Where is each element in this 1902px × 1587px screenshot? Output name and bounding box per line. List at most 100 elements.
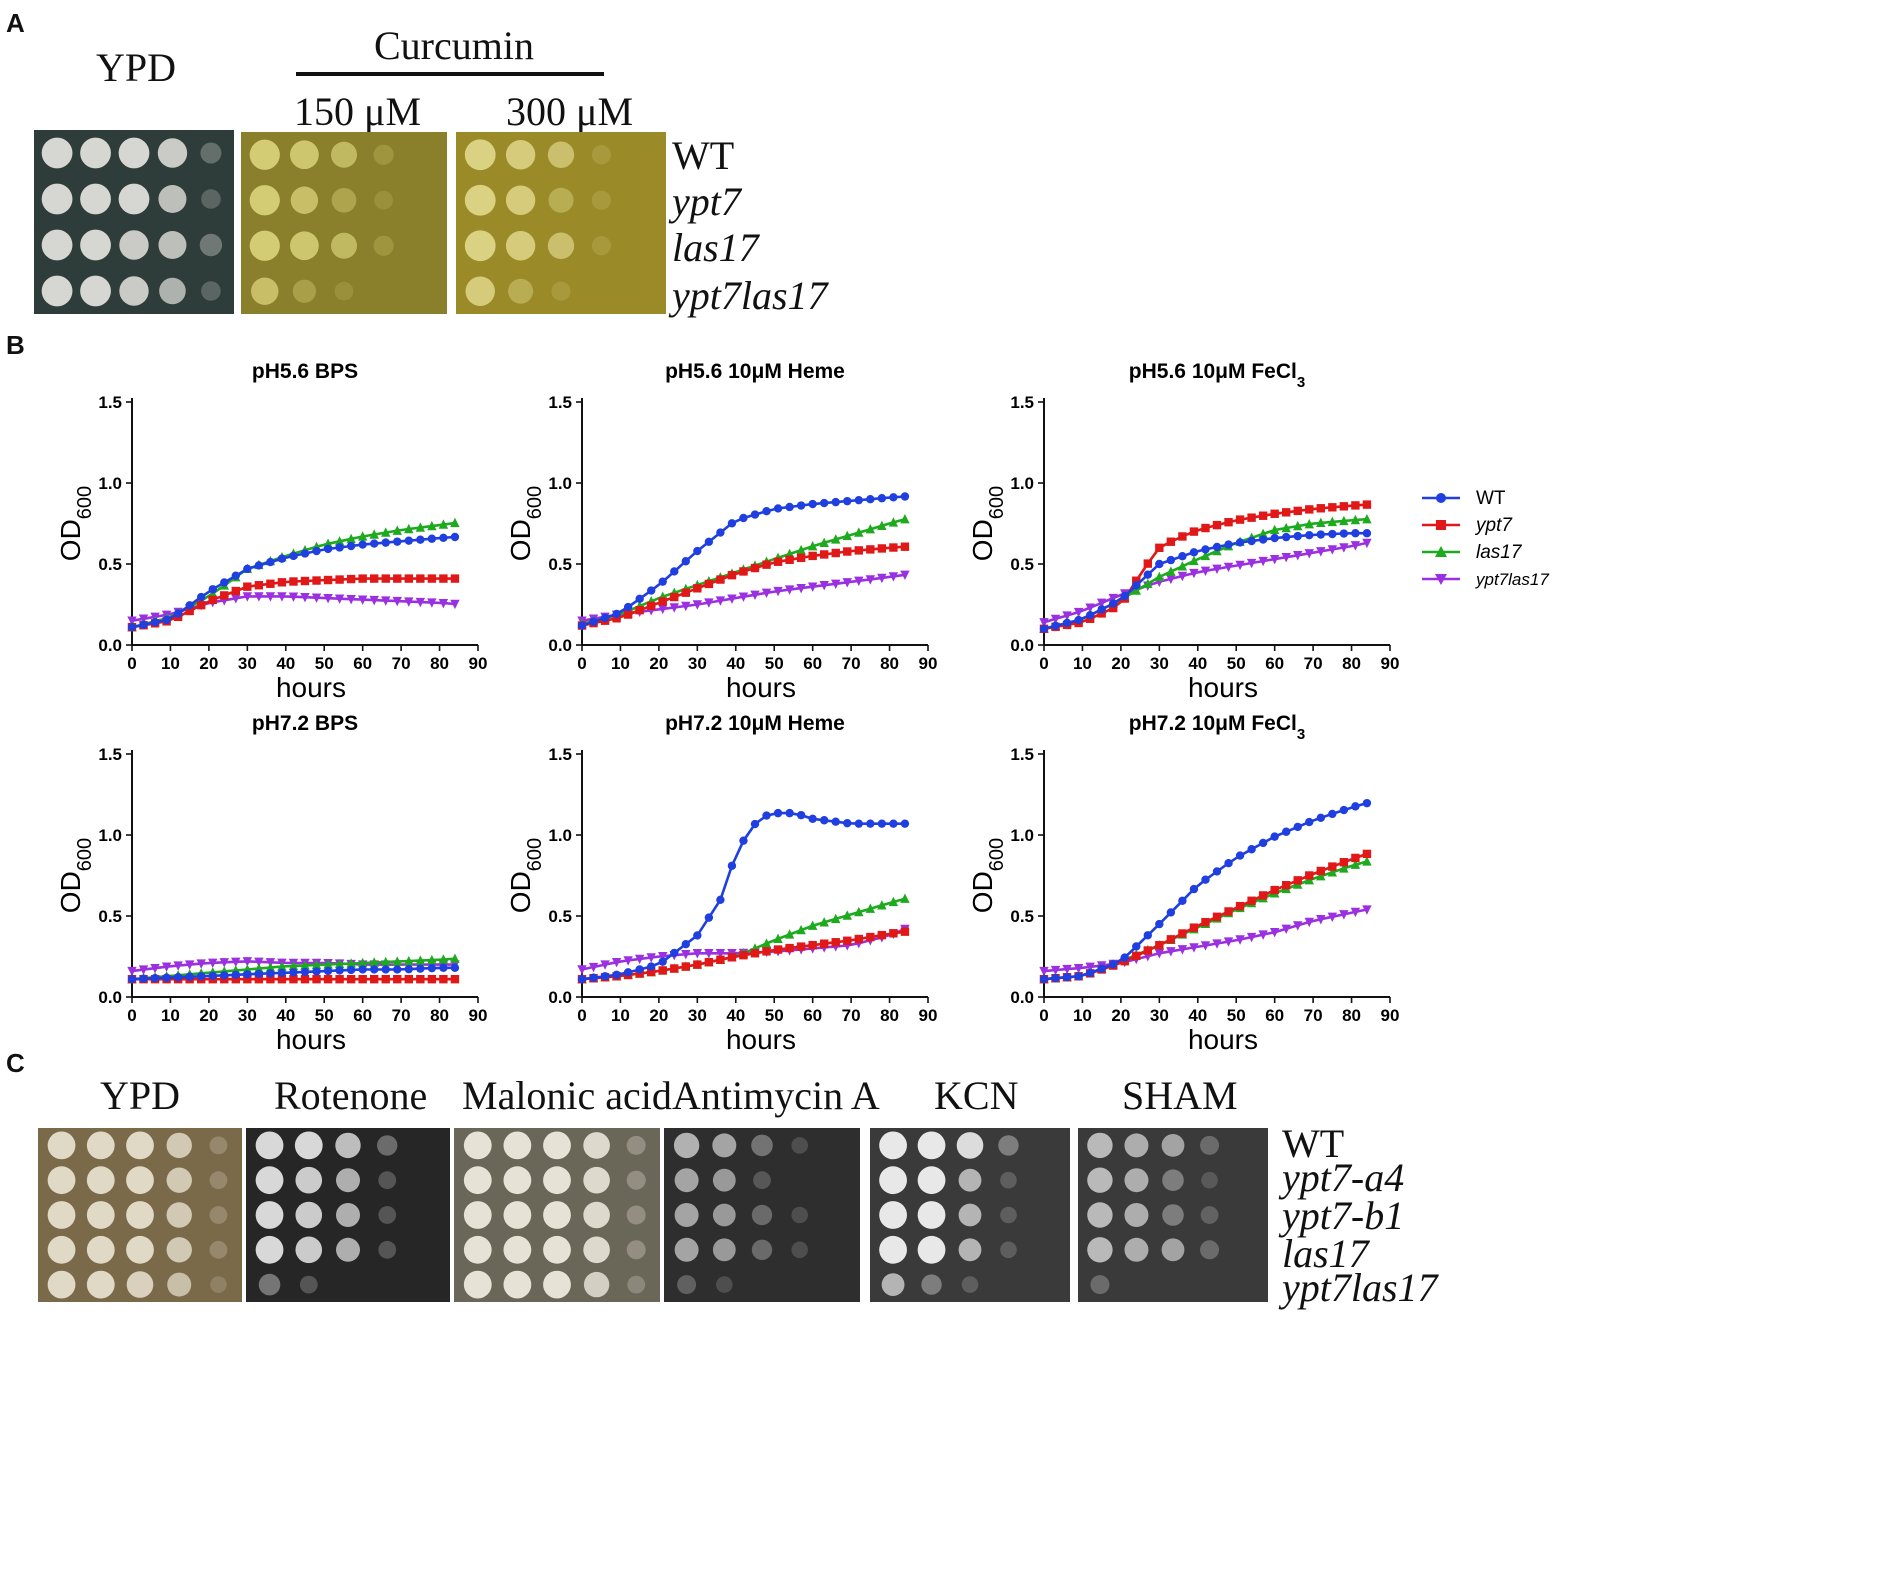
colony-spot: [881, 1273, 905, 1296]
data-point: [1339, 863, 1349, 873]
data-point: [289, 968, 298, 977]
data-point: [1328, 503, 1337, 512]
data-point: [404, 955, 414, 966]
x-tick-label: 50: [765, 1006, 784, 1025]
data-point: [1270, 885, 1279, 895]
plate-c-ypd: [38, 1128, 242, 1302]
data-point: [277, 968, 287, 978]
data-point: [439, 963, 448, 973]
colony-spot: [255, 1166, 284, 1195]
x-tick-label: 70: [392, 654, 411, 673]
data-point: [300, 960, 310, 970]
colony-spot: [336, 1203, 360, 1227]
y-axis-label: OD600: [505, 838, 546, 913]
data-point: [1328, 862, 1337, 871]
x-tick-label: 0: [577, 1006, 586, 1025]
data-point: [300, 967, 310, 977]
x-tick-label: 0: [577, 654, 586, 673]
data-point: [1247, 513, 1256, 522]
data-point: [796, 501, 806, 510]
data-point: [1258, 838, 1268, 848]
x-tick-label: 60: [1265, 654, 1284, 673]
data-point: [197, 972, 206, 981]
x-tick-label: 0: [127, 1006, 136, 1025]
colony-spot: [47, 1201, 76, 1229]
colony-spot: [751, 1239, 773, 1260]
data-point: [1143, 559, 1152, 568]
data-point: [681, 588, 690, 597]
data-point: [669, 603, 679, 613]
colony-spot: [299, 1275, 318, 1294]
data-point: [231, 974, 240, 984]
data-point: [254, 963, 264, 973]
data-point: [889, 543, 898, 552]
panel-a-strain-las17: las17: [672, 225, 759, 270]
panel-c-strain-ypt7-b1: ypt7-b1: [1282, 1193, 1405, 1238]
data-point: [785, 808, 794, 818]
data-point: [623, 956, 633, 966]
series-ypt7: [1039, 500, 1372, 633]
data-point: [1212, 867, 1222, 876]
data-point: [635, 605, 644, 615]
data-point: [404, 536, 413, 545]
colony-spot: [958, 1203, 982, 1227]
panel-a-curcumin-title: Curcumin: [374, 23, 534, 68]
data-point: [1282, 881, 1291, 890]
data-point: [727, 953, 737, 962]
data-point: [796, 544, 806, 555]
x-tick-label: 60: [803, 1006, 822, 1025]
data-point: [220, 591, 229, 600]
data-point: [819, 581, 829, 591]
data-point: [877, 544, 887, 553]
data-point: [704, 579, 714, 589]
x-tick-label: 0: [1039, 654, 1048, 673]
data-point: [243, 582, 252, 591]
panel-a-conc-300: 300 μM: [506, 89, 634, 134]
x-tick-label: 90: [1381, 1006, 1400, 1025]
data-point: [1339, 910, 1349, 920]
data-point: [889, 493, 898, 502]
data-point: [1339, 543, 1349, 553]
colony-spot: [126, 1271, 154, 1298]
x-tick-label: 60: [803, 654, 822, 673]
data-point: [369, 529, 379, 539]
data-point: [1062, 618, 1072, 628]
data-point: [727, 861, 737, 870]
series-line: [1043, 801, 1368, 981]
plate-a-curcumin-150: [241, 132, 447, 314]
data-point: [1177, 561, 1188, 571]
data-point: [1350, 859, 1361, 869]
data-point: [1109, 960, 1118, 969]
plate-c-kcn: [870, 1128, 1070, 1302]
data-point: [139, 974, 148, 983]
data-point: [393, 537, 402, 546]
data-point: [311, 959, 322, 970]
data-point: [1351, 853, 1360, 863]
colony-spot: [378, 1240, 397, 1259]
data-point: [439, 974, 448, 984]
data-point: [1281, 924, 1291, 934]
y-tick-label: 0.5: [98, 907, 122, 926]
data-point: [1212, 520, 1222, 530]
data-point: [173, 961, 183, 971]
data-point: [197, 600, 206, 610]
colony-spot: [543, 1166, 571, 1195]
colony-spot: [958, 1238, 982, 1262]
colony-spot: [591, 190, 611, 210]
colony-spot: [166, 1237, 192, 1263]
data-point: [1235, 560, 1245, 571]
data-point: [1154, 949, 1165, 959]
data-point: [450, 517, 460, 528]
data-point: [393, 574, 402, 583]
data-point: [1132, 942, 1141, 951]
data-point: [220, 971, 229, 980]
colony-spot: [159, 277, 186, 305]
data-point: [370, 574, 379, 583]
data-point: [773, 808, 783, 818]
data-point: [1247, 896, 1256, 905]
data-point: [1189, 923, 1199, 932]
data-point: [1282, 508, 1291, 517]
data-point: [254, 974, 264, 984]
x-tick-label: 90: [469, 654, 488, 673]
x-axis-label: hours: [1188, 672, 1258, 700]
